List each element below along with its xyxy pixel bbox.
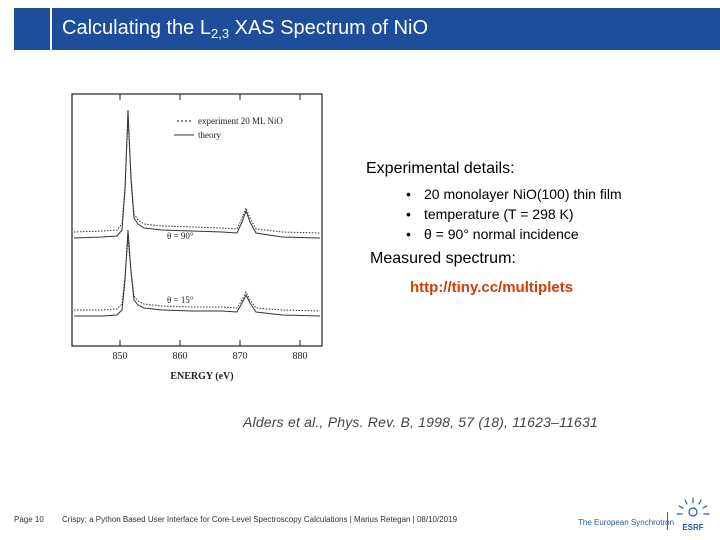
footer-organization: The European Synchrotron [578,518,675,527]
svg-text:ESRF: ESRF [682,523,703,532]
spectrum-experiment-15 [74,239,321,312]
citation: Alders et al., Phys. Rev. B, 1998, 57 (1… [243,414,598,430]
footer-divider [667,512,668,530]
esrf-logo-icon: ESRF [676,497,710,532]
multiplets-link[interactable]: http://tiny.cc/multiplets [410,279,574,296]
legend-theory: theory [198,130,221,140]
details-heading: Experimental details: [366,160,515,177]
spectrum-theory-15 [74,229,321,317]
plot-frame [71,93,323,347]
slide-title: Calculating the L2,3 XAS Spectrum of NiO [62,17,429,41]
title-accent [14,8,52,50]
plot-legend: experiment 20 ML NiO theory [174,116,283,140]
spectrum-theory-90 [73,109,321,239]
x-tick-880: 880 [293,351,308,362]
angle-label-15: θ = 15° [167,295,194,305]
spectrum-figure: experiment 20 ML NiO theory θ = 90° θ = … [71,93,323,382]
page-number: Page 10 [14,515,44,524]
details-list: • 20 monolayer NiO(100) thin film • temper… [406,184,622,244]
title-bar: Calculating the L2,3 XAS Spectrum of NiO [0,0,720,56]
legend-experiment: experiment 20 ML NiO [198,116,283,126]
list-item: • θ = 90° normal incidence [406,226,579,242]
list-item: • 20 monolayer NiO(100) thin film [406,186,622,202]
title-divider [50,8,52,50]
x-tick-850: 850 [113,351,128,362]
list-item: • temperature (T = 298 K) [406,206,574,222]
footer-text: Crispy: a Python Based User Interface fo… [62,515,458,524]
x-axis-label: ENERGY (eV) [170,371,233,382]
measured-spectrum-label: Measured spectrum: [370,250,516,267]
x-tick-860: 860 [173,351,188,362]
title-box [52,8,720,50]
spectrum-experiment-90 [73,119,321,234]
angle-label-90: θ = 90° [167,231,194,241]
x-tick-870: 870 [233,351,248,362]
